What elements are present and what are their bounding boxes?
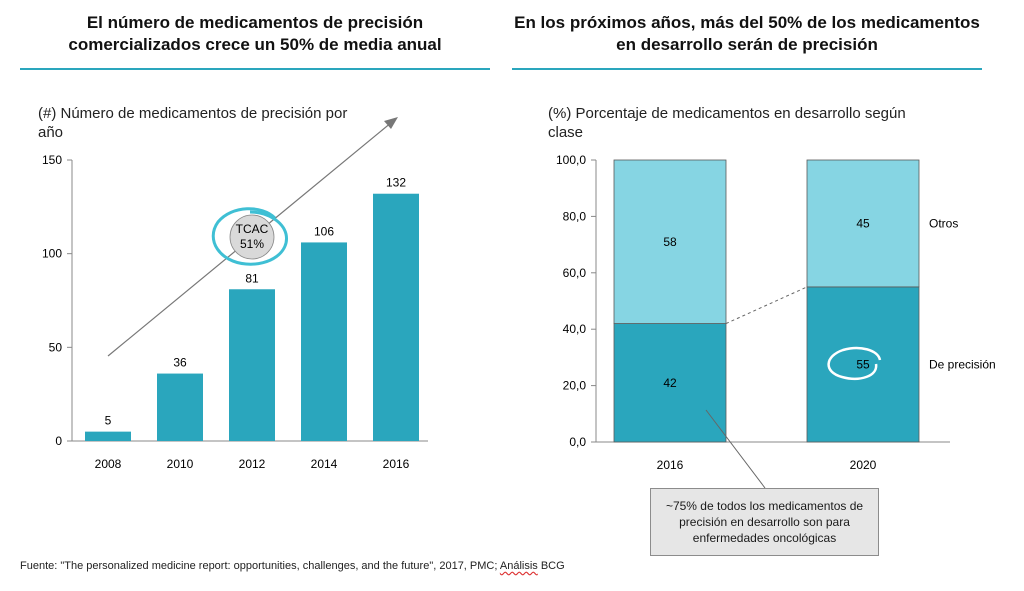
right-segment-data-label: 58	[663, 235, 677, 249]
left-panel-title: El número de medicamentos de precisión c…	[68, 13, 442, 54]
right-legend-label: Otros	[929, 216, 958, 230]
left-bar-chart: 0 50 100 150 5 2008 36 2010 81 2012 106 2014 132 201…	[42, 117, 428, 471]
left-y-tick-label: 0	[55, 434, 62, 448]
left-x-tick-label: 2008	[95, 457, 122, 471]
growth-arrowhead	[384, 117, 398, 129]
left-bar	[229, 289, 275, 441]
left-bar	[301, 242, 347, 441]
right-chart-subtitle: (%) Porcentaje de medicamentos en desarr…	[548, 105, 906, 141]
oncology-callout-text: ~75% de todos los medicamentos de precis…	[665, 499, 864, 545]
callout-pointer	[705, 409, 766, 489]
left-bar-data-label: 132	[386, 176, 406, 190]
left-x-tick-label: 2010	[167, 457, 194, 471]
left-chart-subtitle: (#) Número de medicamentos de precisión …	[38, 105, 348, 141]
right-x-tick-label: 2020	[850, 458, 877, 472]
source-suffix: BCG	[537, 560, 565, 572]
stack-connector-line	[725, 286, 808, 325]
left-bar	[85, 431, 131, 441]
right-y-tick-label: 20,0	[563, 379, 587, 393]
right-stack-segment	[806, 159, 920, 288]
left-title-divider	[20, 68, 490, 70]
precision-swirl	[827, 346, 882, 381]
left-bar-data-label: 5	[105, 414, 112, 428]
right-title-divider	[512, 68, 982, 70]
cagr-bubble	[229, 214, 275, 260]
right-y-tick-label: 80,0	[563, 209, 587, 223]
source-highlight: Análisis	[499, 560, 538, 572]
right-y-tick-label: 0,0	[569, 435, 586, 449]
left-bar-data-label: 81	[245, 271, 259, 285]
left-bar	[157, 373, 203, 441]
left-bar	[373, 193, 419, 441]
left-y-tick-label: 50	[49, 340, 63, 354]
right-segment-data-label: 45	[856, 216, 870, 230]
right-panel-title: En los próximos años, más del 50% de los…	[514, 13, 980, 54]
left-y-tick-label: 100	[42, 247, 62, 261]
left-bar-data-label: 106	[314, 224, 334, 238]
left-y-tick-label: 150	[42, 153, 62, 167]
right-stack-segment	[806, 286, 920, 443]
left-bar-data-label: 36	[173, 356, 187, 370]
right-segment-data-label: 42	[663, 376, 677, 390]
right-stack-segment	[613, 323, 727, 443]
cagr-label-line2: 51%	[240, 237, 264, 251]
source-prefix: Fuente: "The personalized medicine repor…	[20, 560, 500, 572]
left-x-tick-label: 2012	[239, 457, 266, 471]
right-stacked-bar-chart: 0,0 20,0 40,0 60,0 80,0 100,0 42 58 2016 55 45 202…	[556, 153, 996, 489]
right-y-tick-label: 40,0	[563, 322, 587, 336]
left-x-tick-label: 2014	[311, 457, 338, 471]
right-y-tick-label: 100,0	[556, 153, 586, 167]
right-y-tick-label: 60,0	[563, 266, 587, 280]
cagr-swirl	[211, 207, 288, 266]
left-x-tick-label: 2016	[383, 457, 410, 471]
right-stack-segment	[613, 159, 727, 324]
oncology-callout-box: ~75% de todos los medicamentos de precis…	[650, 488, 879, 556]
right-x-tick-label: 2016	[657, 458, 684, 472]
source-footnote: Fuente: "The personalized medicine repor…	[20, 560, 565, 572]
right-legend-label: De precisión	[929, 357, 996, 371]
right-segment-data-label: 55	[856, 357, 870, 371]
cagr-label-line1: TCAC	[236, 222, 269, 236]
